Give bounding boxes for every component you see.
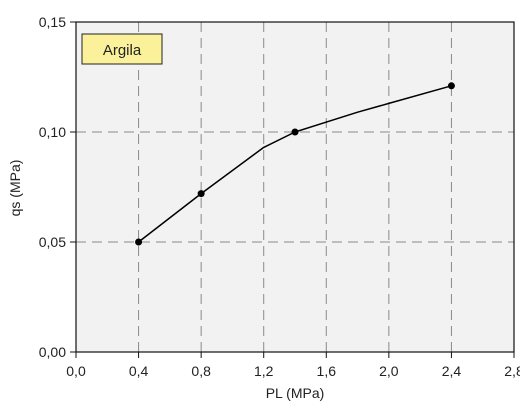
x-tick-label: 0,8 [191, 363, 211, 379]
x-tick-label: 1,6 [317, 363, 337, 379]
x-axis-title: PL (MPa) [266, 385, 325, 401]
y-tick-label: 0,00 [39, 344, 66, 360]
legend-box [81, 33, 163, 65]
x-tick-label: 0,4 [129, 363, 149, 379]
plot-background [76, 22, 514, 352]
data-point [197, 190, 205, 198]
tick-layer: 0,0 0,4 0,8 1,2 1,6 2,0 2,4 2,8 0,00 0,05 0,10 0,15 [39, 14, 520, 379]
legend-label: Argila [103, 42, 142, 59]
plot-frame-rect [75, 21, 515, 353]
x-tick-label: 2,0 [379, 363, 399, 379]
legend: Argila [81, 33, 163, 65]
y-axis-title: qs (MPa) [7, 160, 23, 217]
x-tick-label: 2,8 [504, 363, 520, 379]
grid-layer [76, 22, 514, 352]
x-tick-label: 0,0 [66, 363, 86, 379]
x-tick-label: 1,2 [254, 363, 274, 379]
data-point [447, 82, 455, 90]
y-tick-label: 0,15 [39, 14, 66, 30]
data-point [135, 238, 143, 246]
x-tick-label: 2,4 [442, 363, 462, 379]
data-point [291, 128, 299, 136]
y-tick-label: 0,10 [39, 124, 66, 140]
series-layer [135, 82, 455, 246]
y-tick-label: 0,05 [39, 234, 66, 250]
plot-frame [75, 21, 515, 353]
